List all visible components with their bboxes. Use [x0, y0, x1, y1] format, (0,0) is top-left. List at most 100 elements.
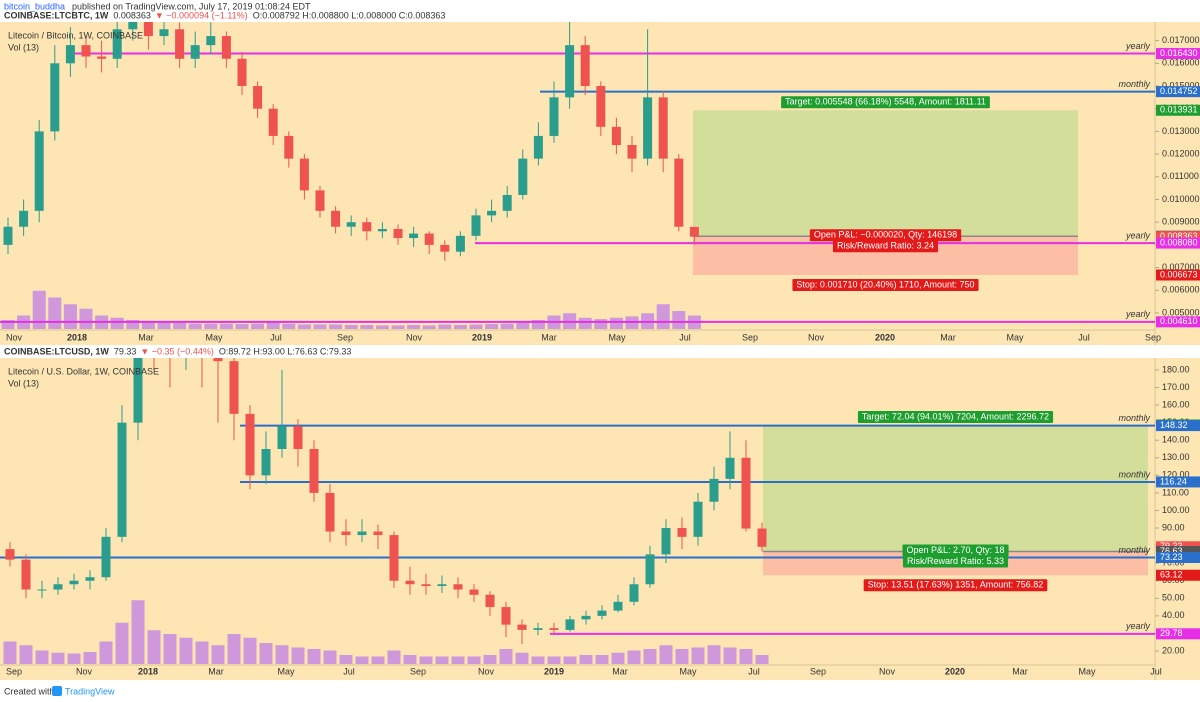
volume-bar — [500, 323, 514, 329]
volume-bar — [63, 304, 77, 329]
level-label: monthly — [1118, 79, 1150, 89]
candle-body — [117, 422, 127, 537]
symbol: COINBASE:LTCBTC, 1W — [4, 10, 109, 20]
x-tick-label: Nov — [879, 666, 896, 676]
x-tick-label: Nov — [808, 332, 825, 342]
volume-bar — [157, 322, 171, 329]
volume-bar — [131, 600, 145, 664]
author[interactable]: bitcoin_buddha — [4, 1, 65, 11]
volume-bar — [627, 650, 641, 664]
price-badge-label: 73.23 — [1160, 552, 1183, 562]
candle-body — [611, 126, 621, 146]
x-tick-label: Nov — [6, 332, 23, 342]
x-tick-label: Nov — [406, 332, 423, 342]
candle-body — [143, 22, 153, 37]
target-label: Target: 0.005548 (66.18%) 5548, Amount: … — [785, 97, 986, 107]
target-label-bg — [857, 410, 1054, 423]
price-badge-label: 0.014752 — [1160, 86, 1198, 96]
stop-label: Stop: 13.51 (17.63%) 1351, Amount: 756.8… — [868, 580, 1044, 590]
brand[interactable]: TradingView — [65, 686, 115, 696]
candle-body — [393, 228, 403, 239]
volume-bar — [235, 324, 249, 329]
volume-bar — [355, 656, 369, 664]
volume-bar — [469, 324, 483, 329]
candle-body — [629, 584, 639, 602]
candle-body — [229, 361, 239, 414]
volume-bar — [531, 320, 545, 329]
x-tick-label: 2019 — [544, 666, 564, 676]
candle-body — [627, 145, 637, 159]
y-tick-label: 100.00 — [1162, 505, 1190, 515]
candle-body — [213, 358, 223, 362]
volume-bar — [126, 320, 140, 329]
candle-body — [277, 426, 287, 449]
candle-body — [341, 531, 351, 536]
volume-bar — [19, 645, 33, 664]
candle-body — [331, 210, 341, 227]
x-tick-label: Jul — [679, 332, 691, 342]
volume-bar — [739, 649, 753, 664]
volume-bar — [499, 649, 513, 664]
volume-bar — [594, 319, 608, 329]
y-tick-label: 90.00 — [1162, 522, 1185, 532]
y-tick-label: 140.00 — [1162, 435, 1190, 445]
volume-bar — [407, 324, 421, 329]
price-badge-label: 0.004610 — [1160, 316, 1198, 326]
price-badge — [1156, 269, 1200, 281]
level-label: yearly — [1125, 230, 1151, 240]
candle-body — [565, 619, 575, 630]
candle-body — [346, 222, 356, 227]
x-tick-label: 2020 — [875, 332, 895, 342]
price-badge — [1156, 48, 1200, 60]
price-change: ▼ −0.35 (−0.44%) — [140, 346, 213, 356]
x-tick-label: May — [277, 666, 295, 676]
pnl-label-bg — [902, 544, 1009, 557]
volume-bar — [387, 650, 401, 664]
candle-body — [309, 448, 319, 493]
price-badge-label: 29.78 — [1160, 628, 1183, 638]
candle-body — [533, 135, 543, 159]
candle-body — [693, 501, 703, 537]
candle-body — [221, 36, 231, 59]
volume-bar — [307, 649, 321, 664]
price-badge-label: 63.12 — [1160, 570, 1183, 580]
candle-body — [53, 584, 63, 590]
rr-label-bg — [832, 240, 939, 253]
candle-body — [485, 594, 495, 608]
level-label: yearly — [1125, 41, 1151, 51]
x-tick-label: Nov — [76, 666, 93, 676]
level-label: monthly — [1118, 545, 1150, 555]
candle-body — [597, 610, 607, 616]
x-tick-label: Mar — [208, 666, 224, 676]
candle-body — [21, 559, 31, 590]
candle-body — [373, 531, 383, 536]
legend-title: Litecoin / Bitcoin, 1W, COINBASE — [8, 30, 143, 40]
publish-info: published on TradingView.com, July 17, 2… — [72, 1, 311, 11]
symbol: COINBASE:LTCUSD, 1W — [4, 346, 109, 356]
volume-bar — [291, 647, 305, 664]
volume-bar — [219, 323, 233, 329]
candle-body — [424, 233, 434, 245]
y-tick-label: 0.012000 — [1162, 148, 1200, 158]
y-tick-label: 0.015000 — [1162, 80, 1200, 90]
indicator-label: Vol (13) — [8, 42, 39, 52]
candle-body — [128, 22, 138, 30]
candle-body — [613, 601, 623, 611]
volume-bar — [755, 655, 769, 664]
x-tick-label: 2020 — [945, 666, 965, 676]
target-zone — [693, 110, 1078, 237]
y-tick-label: 0.007000 — [1162, 262, 1200, 272]
y-tick-label: 120.00 — [1162, 470, 1190, 480]
volume-bar — [35, 650, 49, 664]
price-badge — [1156, 551, 1200, 563]
pane — [0, 22, 1155, 329]
ohlc: O:89.72 H:93.00 L:76.63 C:79.33 — [219, 346, 352, 356]
y-tick-label: 170.00 — [1162, 382, 1190, 392]
volume-bar — [115, 622, 129, 664]
candle-body — [502, 194, 512, 211]
x-tick-label: Sep — [1145, 332, 1161, 342]
target-label-bg — [781, 96, 990, 109]
volume-bar — [173, 322, 187, 329]
volume-bar — [403, 655, 417, 664]
candle-body — [581, 615, 591, 620]
